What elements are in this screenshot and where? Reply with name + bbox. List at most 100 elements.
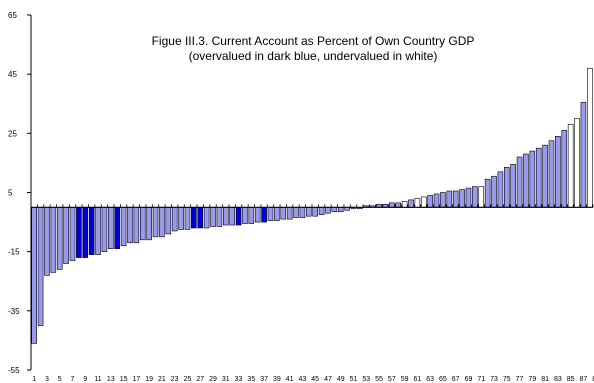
bar (414, 198, 421, 208)
x-tick-label: 25 (184, 376, 192, 383)
bar (242, 206, 248, 224)
bar (127, 206, 133, 244)
x-tick-label: 19 (145, 376, 153, 383)
x-tick-label: 75 (503, 376, 511, 383)
x-tick-label: 81 (541, 376, 549, 383)
bar (548, 140, 555, 208)
bar (139, 206, 146, 241)
bar (389, 202, 395, 208)
bar (510, 164, 516, 208)
x-tick-label: 13 (107, 376, 115, 383)
bar (427, 195, 433, 208)
bar (146, 206, 152, 241)
bar (395, 202, 402, 208)
bar (108, 206, 114, 250)
x-tick-label: 15 (120, 376, 128, 383)
y-tick-label: 25 (8, 129, 17, 138)
bar (171, 206, 178, 232)
bar (529, 150, 536, 208)
bar (478, 186, 485, 208)
bar (274, 206, 280, 221)
x-tick-label: 33 (235, 376, 243, 383)
bar (178, 206, 184, 230)
bar (561, 130, 568, 208)
bar (63, 206, 69, 264)
bar (82, 206, 89, 258)
x-tick-label: 89 (592, 376, 594, 383)
x-tick-label: 29 (209, 376, 217, 383)
bar (587, 67, 593, 208)
bar (325, 206, 331, 214)
bar (216, 206, 223, 227)
x-tick-label: 59 (401, 376, 409, 383)
x-tick-label: 23 (171, 376, 179, 383)
y-tick-label: 5 (8, 189, 13, 198)
bar (567, 124, 574, 208)
bar (555, 135, 561, 208)
x-tick-labels: 1 3 5 7 9 11 13 15 17 19 21 23 25 27 29 31 33 35 37 39 41 43 4… (32, 376, 594, 383)
x-tick-label: 11 (94, 376, 101, 383)
bar (401, 201, 408, 208)
bar (159, 206, 165, 238)
x-tick-label: 87 (580, 376, 588, 383)
x-tick-label: 3 (45, 376, 49, 383)
bar (299, 206, 306, 218)
bar (152, 206, 159, 238)
bar (222, 206, 229, 226)
chart-subtitle: (overvalued in dark blue, undervalued in… (189, 49, 438, 63)
bar (580, 101, 587, 208)
x-tick-label: 79 (528, 376, 536, 383)
bar (69, 206, 76, 261)
bar (261, 206, 267, 223)
x-tick-label: 9 (83, 376, 87, 383)
bar (523, 153, 529, 208)
x-tick-label: 45 (311, 376, 319, 383)
bar (497, 171, 504, 208)
bar (452, 190, 459, 208)
x-tick-label: 35 (247, 376, 255, 383)
x-tick-label: 65 (439, 376, 447, 383)
y-tick-label: 45 (8, 70, 17, 79)
bar (114, 206, 121, 250)
bar (484, 178, 491, 208)
bar (337, 206, 344, 213)
bar (472, 186, 478, 208)
bar (120, 206, 127, 247)
x-tick-label: 77 (516, 376, 524, 383)
bar (446, 190, 453, 208)
x-tick-label: 69 (465, 376, 473, 383)
bar (44, 206, 50, 276)
bar (184, 206, 191, 230)
x-tick-label: 67 (452, 376, 460, 383)
x-tick-label: 61 (413, 376, 421, 383)
x-tick-label: 49 (337, 376, 345, 383)
x-tick-label: 71 (477, 376, 485, 383)
bar (286, 206, 293, 220)
x-tick-label: 55 (375, 376, 383, 383)
bar (76, 206, 82, 258)
x-tick-label: 57 (388, 376, 396, 383)
bar (50, 206, 57, 273)
bar (191, 206, 197, 229)
x-tick-label: 39 (273, 376, 281, 383)
chart-title: Figue III.3. Current Account as Percent … (152, 34, 475, 48)
x-tick-label: 37 (260, 376, 268, 383)
bar (535, 147, 542, 208)
x-tick-label: 27 (196, 376, 204, 383)
x-tick-label: 53 (362, 376, 370, 383)
x-tick-label: 47 (324, 376, 332, 383)
bar (408, 199, 414, 208)
bar (165, 206, 172, 235)
bar (88, 206, 95, 255)
bar (37, 206, 44, 326)
x-tick-label: 43 (299, 376, 307, 383)
x-tick-label: 51 (350, 376, 358, 383)
x-tick-label: 41 (286, 376, 294, 383)
bar (248, 206, 255, 224)
bars (31, 67, 593, 344)
bar (331, 206, 338, 213)
bar (197, 206, 204, 229)
y-tick-label: -55 (8, 366, 20, 375)
x-tick-label: 1 (32, 376, 36, 383)
y-tick-label: -15 (8, 248, 20, 257)
